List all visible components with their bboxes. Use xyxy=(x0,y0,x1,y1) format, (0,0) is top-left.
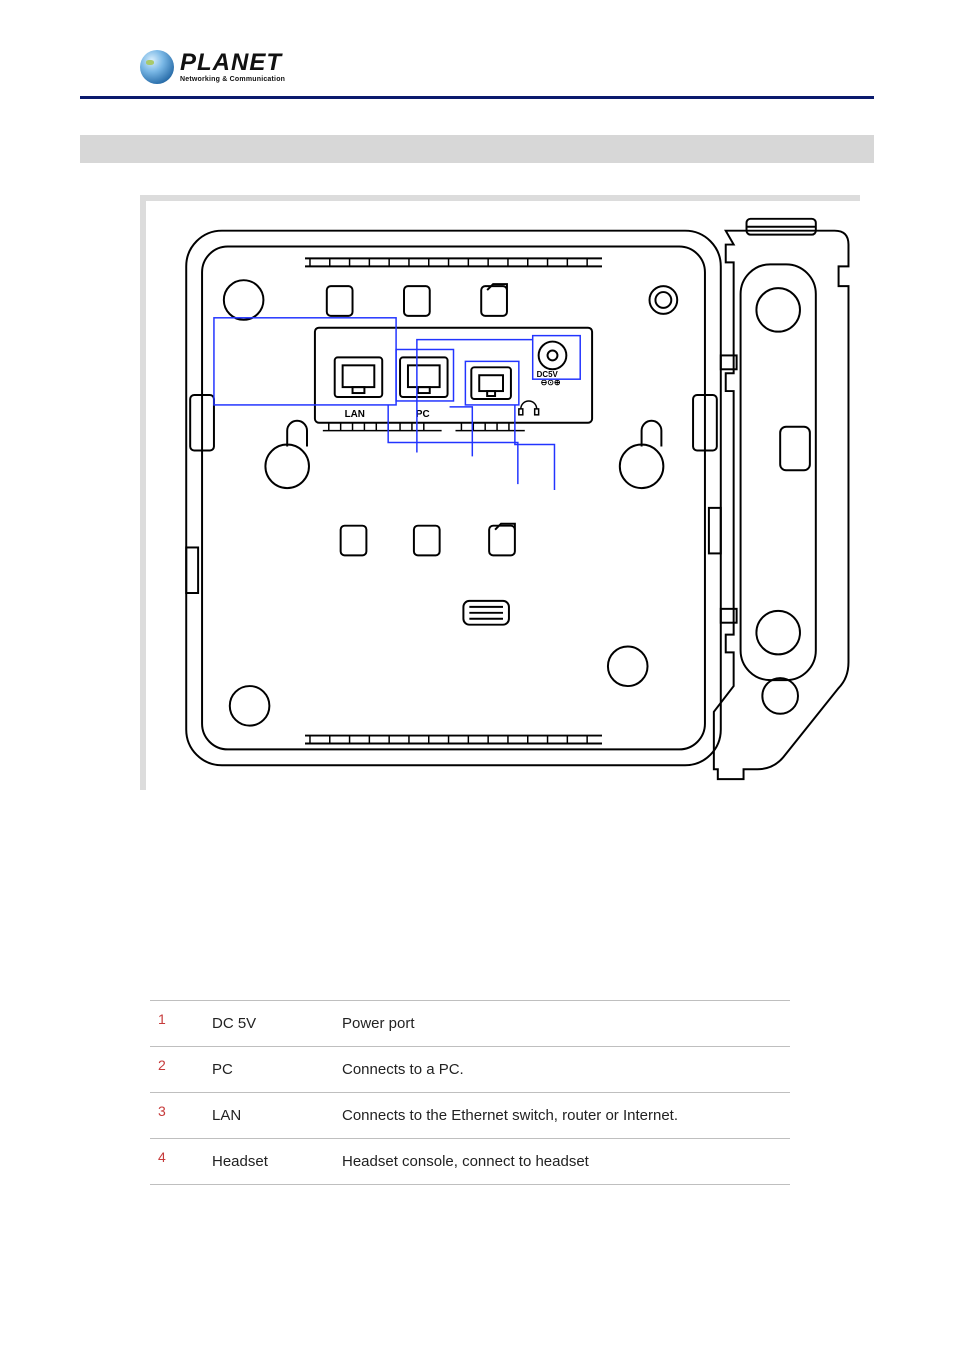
row-num: 3 xyxy=(150,1093,204,1139)
row-key: PC xyxy=(204,1047,334,1093)
brand-logo: PLANET Networking & Communication xyxy=(140,50,874,84)
table-row: 4 Headset Headset console, connect to he… xyxy=(150,1139,790,1185)
row-key: DC 5V xyxy=(204,1001,334,1047)
diagram-svg: LAN PC DC5V ⊖⊙⊕ xyxy=(146,201,860,790)
row-key: LAN xyxy=(204,1093,334,1139)
row-key: Headset xyxy=(204,1139,334,1185)
globe-icon xyxy=(140,50,174,84)
header-rule xyxy=(80,96,874,99)
label-lan: LAN xyxy=(345,409,365,420)
rear-panel-diagram: LAN PC DC5V ⊖⊙⊕ xyxy=(140,195,860,790)
row-desc: Power port xyxy=(334,1001,790,1047)
row-desc: Connects to a PC. xyxy=(334,1047,790,1093)
row-num: 4 xyxy=(150,1139,204,1185)
port-pc xyxy=(400,357,448,397)
port-table: 1 DC 5V Power port 2 PC Connects to a PC… xyxy=(150,1000,790,1185)
row-desc: Connects to the Ethernet switch, router … xyxy=(334,1093,790,1139)
port-dc5v xyxy=(539,342,567,370)
row-num: 1 xyxy=(150,1001,204,1047)
table-row: 1 DC 5V Power port xyxy=(150,1001,790,1047)
port-lan xyxy=(335,357,383,397)
row-num: 2 xyxy=(150,1047,204,1093)
brand-word: PLANET xyxy=(180,51,285,75)
port-headset xyxy=(471,367,511,399)
brand-tagline: Networking & Communication xyxy=(180,76,285,83)
table-row: 2 PC Connects to a PC. xyxy=(150,1047,790,1093)
section-band xyxy=(80,135,874,163)
label-pc: PC xyxy=(416,409,430,420)
table-row: 3 LAN Connects to the Ethernet switch, r… xyxy=(150,1093,790,1139)
row-desc: Headset console, connect to headset xyxy=(334,1139,790,1185)
